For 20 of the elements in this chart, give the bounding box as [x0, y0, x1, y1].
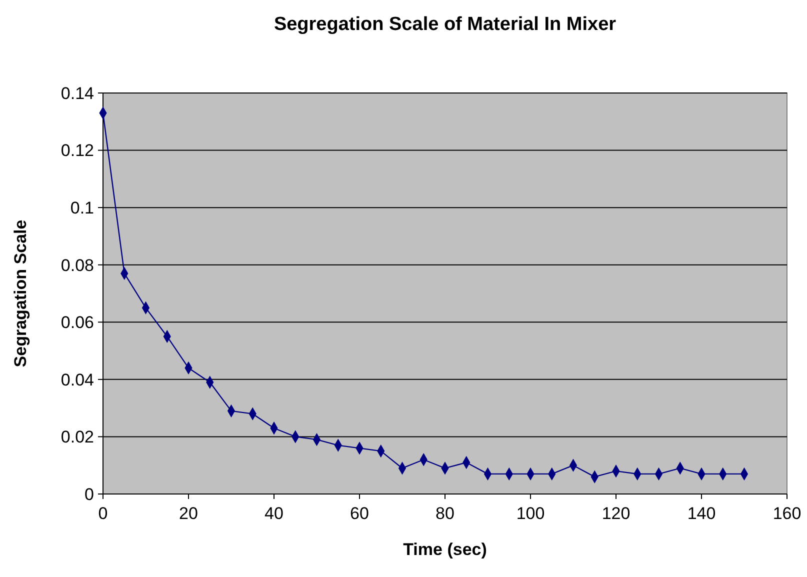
- x-tick-label: 100: [516, 504, 545, 523]
- y-tick-label: 0.12: [60, 141, 94, 160]
- y-tick-label: 0: [84, 484, 94, 504]
- x-tick-label: 60: [350, 504, 369, 523]
- x-tick-label: 0: [98, 504, 108, 523]
- y-tick-label: 0.02: [60, 428, 94, 447]
- y-tick-label: 0.1: [70, 198, 94, 218]
- y-axis-title: Segragation Scale: [11, 220, 30, 368]
- y-tick-label: 0.14: [60, 84, 94, 103]
- x-tick-label: 120: [602, 504, 630, 523]
- x-tick-label: 40: [264, 504, 284, 523]
- x-tick-label: 20: [179, 504, 198, 523]
- x-axis-title: Time (sec): [403, 540, 487, 559]
- x-tick-label: 160: [772, 504, 802, 523]
- chart-title: Segregation Scale of Material In Mixer: [274, 14, 617, 35]
- y-tick-label: 0.06: [60, 313, 94, 332]
- y-tick-label: 0.04: [60, 370, 94, 390]
- y-tick-label: 0.08: [60, 256, 94, 275]
- x-tick-label: 80: [436, 504, 454, 523]
- x-tick-label: 140: [687, 504, 716, 523]
